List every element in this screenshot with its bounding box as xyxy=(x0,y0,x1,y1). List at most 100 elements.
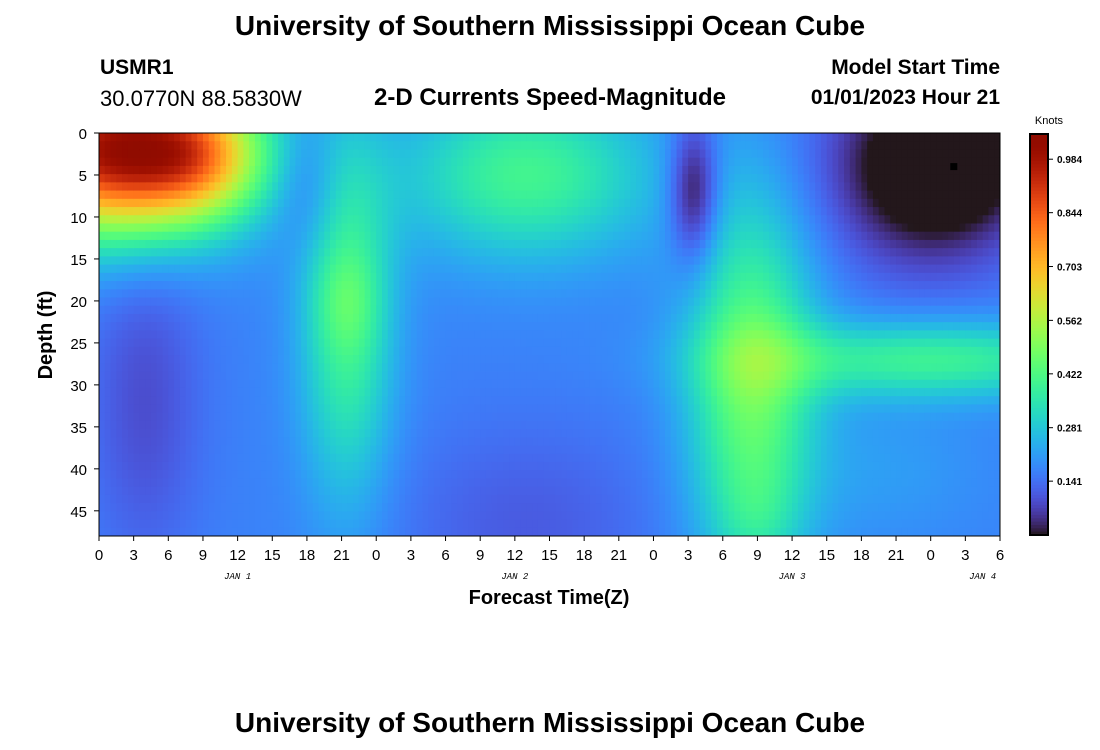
heatmap-cell xyxy=(179,133,187,142)
heatmap-cell xyxy=(382,387,389,397)
heatmap-cell xyxy=(480,387,487,397)
heatmap-cell xyxy=(156,486,164,496)
heatmap-cell xyxy=(358,289,366,299)
heatmap-cell xyxy=(566,519,574,529)
heatmap-cell xyxy=(220,305,227,315)
heatmap-cell xyxy=(584,141,591,151)
heatmap-cell xyxy=(474,412,481,422)
heatmap-cell xyxy=(595,486,603,496)
heatmap-cell xyxy=(670,371,678,381)
heatmap-cell xyxy=(174,149,181,159)
heatmap-cell xyxy=(191,412,198,422)
heatmap-cell xyxy=(104,527,112,536)
heatmap-cell xyxy=(589,519,597,529)
heatmap-cell xyxy=(347,165,354,175)
heatmap-cell xyxy=(584,486,591,496)
heatmap-cell xyxy=(324,363,331,373)
heatmap-cell xyxy=(555,133,562,142)
heatmap-cell xyxy=(537,412,545,422)
heatmap-cell xyxy=(214,313,221,323)
heatmap-cell xyxy=(549,256,556,266)
heatmap-cell xyxy=(110,198,117,208)
heatmap-cell xyxy=(283,519,291,529)
heatmap-cell xyxy=(370,470,377,480)
heatmap-cell xyxy=(243,165,250,175)
heatmap-cell xyxy=(532,256,539,266)
heatmap-cell xyxy=(179,149,187,159)
heatmap-cell xyxy=(624,133,631,142)
heatmap-cell xyxy=(595,404,603,414)
heatmap-cell xyxy=(665,305,672,315)
heatmap-cell xyxy=(445,313,452,323)
heatmap-cell xyxy=(607,330,614,340)
heatmap-cell xyxy=(370,387,377,397)
heatmap-cell xyxy=(659,363,666,373)
heatmap-cell xyxy=(445,387,452,397)
heatmap-cell xyxy=(659,503,666,512)
heatmap-cell xyxy=(457,157,464,167)
heatmap-cell xyxy=(549,437,556,447)
heatmap-cell xyxy=(462,470,470,480)
heatmap-cell xyxy=(364,215,372,225)
heatmap-cell xyxy=(503,281,510,290)
heatmap-cell xyxy=(405,165,412,175)
heatmap-cell xyxy=(520,215,527,225)
heatmap-cell xyxy=(312,527,320,536)
heatmap-cell xyxy=(208,494,216,504)
heatmap-cell xyxy=(127,338,135,348)
heatmap-cell xyxy=(376,387,383,397)
heatmap-cell xyxy=(295,404,302,414)
heatmap-cell xyxy=(382,470,389,480)
heatmap-cell xyxy=(260,174,268,183)
heatmap-cell xyxy=(509,198,516,208)
heatmap-cell xyxy=(387,486,395,496)
heatmap-cell xyxy=(549,519,556,529)
heatmap-cell xyxy=(520,313,527,323)
heatmap-cell xyxy=(485,412,493,422)
heatmap-cell xyxy=(572,239,579,249)
heatmap-cell xyxy=(324,412,331,422)
heatmap-cell xyxy=(468,182,476,192)
heatmap-cell xyxy=(457,494,464,504)
heatmap-cell xyxy=(272,174,279,183)
heatmap-cell xyxy=(428,437,435,447)
heatmap-cell xyxy=(439,272,447,282)
heatmap-cell xyxy=(127,297,135,307)
heatmap-cell xyxy=(566,470,574,480)
heatmap-cell xyxy=(162,141,169,151)
heatmap-cell xyxy=(659,322,666,331)
heatmap-cell xyxy=(197,174,204,183)
heatmap-cell xyxy=(595,182,603,192)
heatmap-cell xyxy=(364,141,372,151)
heatmap-cell xyxy=(127,231,135,241)
heatmap-cell xyxy=(578,404,585,414)
heatmap-cell xyxy=(468,346,476,356)
heatmap-cell xyxy=(150,511,158,521)
heatmap-cell xyxy=(295,387,302,397)
heatmap-cell xyxy=(208,330,216,340)
heatmap-cell xyxy=(127,305,135,315)
heatmap-cell xyxy=(197,223,204,233)
heatmap-cell xyxy=(122,264,129,274)
heatmap-cell xyxy=(497,346,504,356)
heatmap-cell xyxy=(174,453,181,463)
heatmap-cell xyxy=(347,248,354,257)
heatmap-cell xyxy=(341,511,348,521)
heatmap-cell xyxy=(208,338,216,348)
heatmap-cell xyxy=(410,412,418,422)
heatmap-cell xyxy=(358,445,366,455)
heatmap-cell xyxy=(561,231,568,241)
heatmap-cell xyxy=(613,338,620,348)
heatmap-cell xyxy=(254,215,262,225)
heatmap-cell xyxy=(347,297,354,307)
heatmap-cell xyxy=(260,453,268,463)
heatmap-cell xyxy=(110,429,117,438)
heatmap-cell xyxy=(526,363,533,373)
heatmap-cell xyxy=(566,330,574,340)
heatmap-cell xyxy=(526,478,533,488)
heatmap-cell xyxy=(572,133,579,142)
heatmap-cell xyxy=(601,346,608,356)
heatmap-cell xyxy=(543,272,551,282)
heatmap-cell xyxy=(520,322,527,331)
heatmap-cell xyxy=(433,174,441,183)
